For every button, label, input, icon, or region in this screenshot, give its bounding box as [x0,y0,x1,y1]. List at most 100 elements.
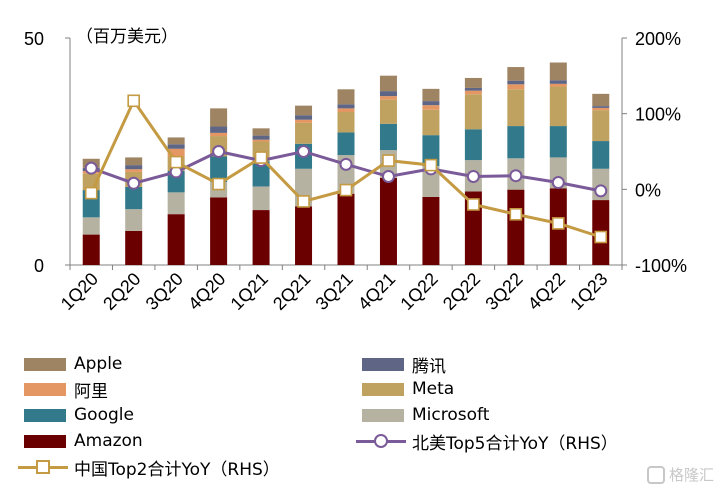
watermark: 格隆汇 [646,464,714,485]
bar-apple-3Q22 [507,67,525,81]
legend-label-microsoft: Microsoft [412,405,490,425]
bar-apple-2Q21 [295,105,313,116]
legend-item-meta: Meta [362,377,454,401]
bar-google-4Q22 [549,126,567,158]
x-tick-label: 4Q21 [354,269,399,314]
legend-swatch-google [24,408,66,422]
x-tick-label: 4Q20 [184,269,229,314]
bar-阿里-3Q22 [507,84,525,90]
marker-cn-top2-yoy-2Q22 [467,198,480,211]
legend-swatch-alibaba [24,382,66,396]
bar-meta-1Q23 [592,110,610,142]
x-tick-label: 1Q21 [227,269,272,314]
bar-amazon-3Q22 [507,189,525,265]
bar-google-1Q21 [252,161,270,187]
marker-cn-top2-yoy-3Q20 [169,155,183,169]
marker-na-top5-yoy-2Q22 [466,169,480,183]
marker-na-top5-yoy-2Q20 [127,176,141,190]
bar-腾讯-1Q22 [422,101,440,106]
marker-cn-top2-yoy-4Q21 [382,154,395,167]
legend-label-meta: Meta [412,379,455,399]
legend-item-tencent: 腾讯 [362,352,446,377]
bar-meta-2Q22 [464,94,482,130]
bar-腾讯-4Q20 [210,126,228,133]
legend-swatch-tencent [362,357,404,371]
bar-腾讯-3Q20 [167,144,185,149]
bar-apple-4Q22 [549,62,567,81]
marker-na-top5-yoy-4Q20 [212,145,226,158]
bar-amazon-2Q20 [125,230,143,265]
marker-cn-top2-yoy-1Q20 [84,186,98,200]
bar-amazon-3Q20 [167,214,185,265]
legend: Apple 腾讯 阿里 Meta Google Microsoft Amazon… [0,352,722,487]
bar-腾讯-3Q22 [507,80,525,85]
chart-area: 0 50 -100% 0% 100% 200% （百万美元） 1Q202Q203Q204Q20… [24,27,687,314]
bar-阿里-2Q22 [464,90,482,95]
marker-cn-top2-yoy-3Q21 [339,183,353,197]
bar-腾讯-2Q20 [125,165,143,170]
bar-阿里-3Q20 [167,148,185,157]
legend-swatch-meta [362,382,404,396]
bar-阿里-1Q23 [592,107,610,111]
legend-swatch-apple [24,357,66,371]
marker-na-top5-yoy-1Q20 [84,161,98,175]
bar-apple-1Q23 [592,93,610,107]
marker-na-top5-yoy-2Q21 [297,145,311,158]
bar-阿里-2Q21 [295,119,313,123]
legend-swatch-amazon [24,434,66,448]
bar-meta-3Q21 [337,112,355,133]
x-tick-label: 1Q23 [566,269,611,314]
marker-cn-top2-yoy-2Q21 [297,195,310,208]
marker-cn-top2-yoy-3Q22 [509,208,523,221]
marker-cn-top2-yoy-1Q21 [254,151,268,164]
x-tick-label: 2Q21 [269,269,314,314]
bar-amazon-1Q20 [82,234,100,265]
legend-marker-na-top5-yoy [356,429,406,453]
legend-item-cn-top2-yoy: 中国Top2合计YoY（RHS） [18,455,280,480]
right-tick-label: 100% [635,105,681,125]
legend-label-na-top5-yoy: 北美Top5合计YoY（RHS） [412,433,618,454]
bar-google-4Q20 [210,156,228,182]
marker-cn-top2-yoy-4Q22 [552,217,565,230]
bar-apple-2Q22 [464,77,482,88]
bar-microsoft-1Q20 [82,217,100,235]
bar-google-3Q21 [337,132,355,156]
x-tick-label: 4Q22 [524,269,569,314]
legend-item-alibaba: 阿里 [24,377,108,402]
bar-meta-2Q21 [295,122,313,144]
bar-meta-3Q22 [507,89,525,127]
bar-apple-1Q22 [422,88,440,102]
marker-na-top5-yoy-3Q22 [509,169,523,183]
marker-cn-top2-yoy-1Q23 [594,230,608,244]
x-tick-label: 3Q21 [312,269,357,314]
bar-阿里-2Q20 [125,169,143,172]
legend-label-amazon: Amazon [74,431,143,451]
bar-阿里-4Q21 [379,96,397,100]
bar-腾讯-2Q22 [464,87,482,91]
x-tick-label: 3Q22 [481,269,526,314]
bar-amazon-4Q20 [210,197,228,265]
bar-amazon-1Q21 [252,210,270,265]
bar-microsoft-3Q20 [167,192,185,215]
x-tick-label: 2Q22 [439,269,484,314]
right-tick-label: 0% [635,180,661,200]
legend-swatch-microsoft [362,408,404,422]
marker-na-top5-yoy-4Q21 [381,169,395,183]
bar-腾讯-1Q23 [592,106,610,108]
legend-item-apple: Apple [24,352,122,376]
bar-腾讯-4Q21 [379,91,397,97]
bar-meta-4Q21 [379,99,397,124]
left-tick-label: 50 [24,29,44,49]
marker-na-top5-yoy-4Q22 [551,176,565,190]
bar-amazon-2Q21 [295,206,313,265]
bar-google-4Q21 [379,123,397,151]
legend-label-google: Google [74,405,134,425]
bar-apple-3Q20 [167,137,185,145]
legend-item-na-top5-yoy: 北美Top5合计YoY（RHS） [356,429,618,454]
legend-label-tencent: 腾讯 [412,356,446,377]
marker-cn-top2-yoy-1Q22 [424,158,438,172]
bar-google-2Q20 [125,186,143,210]
bar-meta-4Q22 [549,86,567,127]
bar-apple-2Q20 [125,157,143,166]
left-tick-label: 0 [34,256,44,276]
